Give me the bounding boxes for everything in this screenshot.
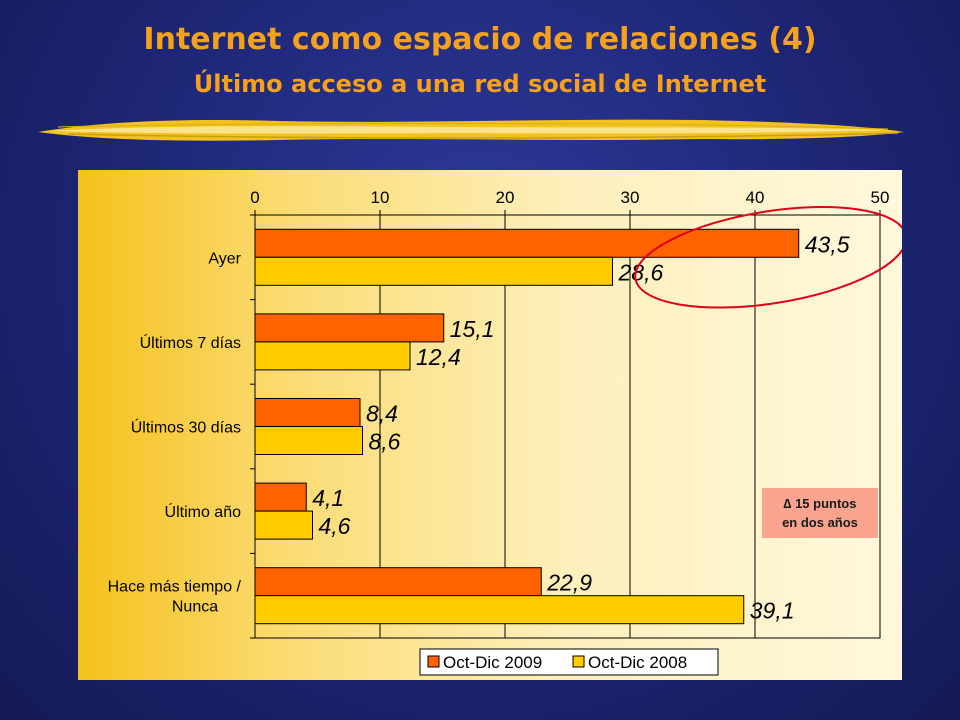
bar-2008: [254, 341, 411, 371]
change-note-line-1: ∆ 15 puntos: [783, 496, 857, 511]
bar-2009: [254, 228, 800, 258]
highlight-ellipse: [634, 206, 902, 309]
bar-2008: [254, 256, 613, 286]
bar-2008: [254, 510, 313, 540]
change-note: ∆ 15 puntos en dos años: [762, 488, 878, 538]
bar-2008: [254, 426, 363, 455]
bar-chart: 0 10 20 30 40 50 Ayer Últimos 7 días Últimos 30 …: [108, 188, 902, 676]
bar-2009: [254, 482, 307, 512]
x-tick-label: 40: [746, 188, 765, 207]
category-label: Últimos 7 días: [140, 333, 241, 352]
bar-2009: [254, 398, 361, 427]
value-label: 8,4: [366, 401, 398, 427]
change-note-line-2: en dos años: [782, 515, 858, 530]
category-label: Últimos 30 días: [131, 418, 241, 437]
category-label: Ayer: [208, 250, 241, 267]
category-label-line-2: Nunca: [172, 599, 218, 616]
value-label: 39,1: [750, 598, 795, 624]
x-tick-label: 30: [621, 188, 640, 207]
bar-2008: [254, 595, 745, 625]
value-label: 12,4: [416, 344, 461, 370]
legend-swatch: [572, 655, 585, 668]
value-label: 4,1: [312, 485, 344, 511]
brush-divider: [38, 119, 904, 141]
legend: [419, 648, 719, 676]
bar-2009: [254, 567, 542, 597]
legend-label: Oct-Dic 2008: [588, 653, 687, 672]
value-label: 22,9: [546, 570, 592, 596]
slide-subtitle: Último acceso a una red social de Intern…: [193, 70, 767, 98]
slide-title: Internet como espacio de relaciones (4): [143, 22, 817, 57]
legend-label: Oct-Dic 2009: [443, 653, 542, 672]
value-label: 8,6: [369, 429, 401, 455]
chart-panel: 0 10 20 30 40 50 Ayer Últimos 7 días Últimos 30 …: [78, 170, 902, 680]
value-label: 15,1: [450, 316, 495, 342]
value-label: 4,6: [319, 513, 351, 539]
x-tick-label: 0: [250, 188, 259, 207]
category-label: Hace más tiempo /: [108, 579, 242, 596]
category-label: Último año: [165, 502, 242, 521]
legend-swatch: [427, 655, 440, 668]
x-tick-label: 20: [496, 188, 515, 207]
bar-2009: [254, 313, 445, 343]
x-tick-label: 50: [871, 188, 890, 207]
value-label: 43,5: [805, 231, 850, 257]
x-tick-label: 10: [371, 188, 390, 207]
